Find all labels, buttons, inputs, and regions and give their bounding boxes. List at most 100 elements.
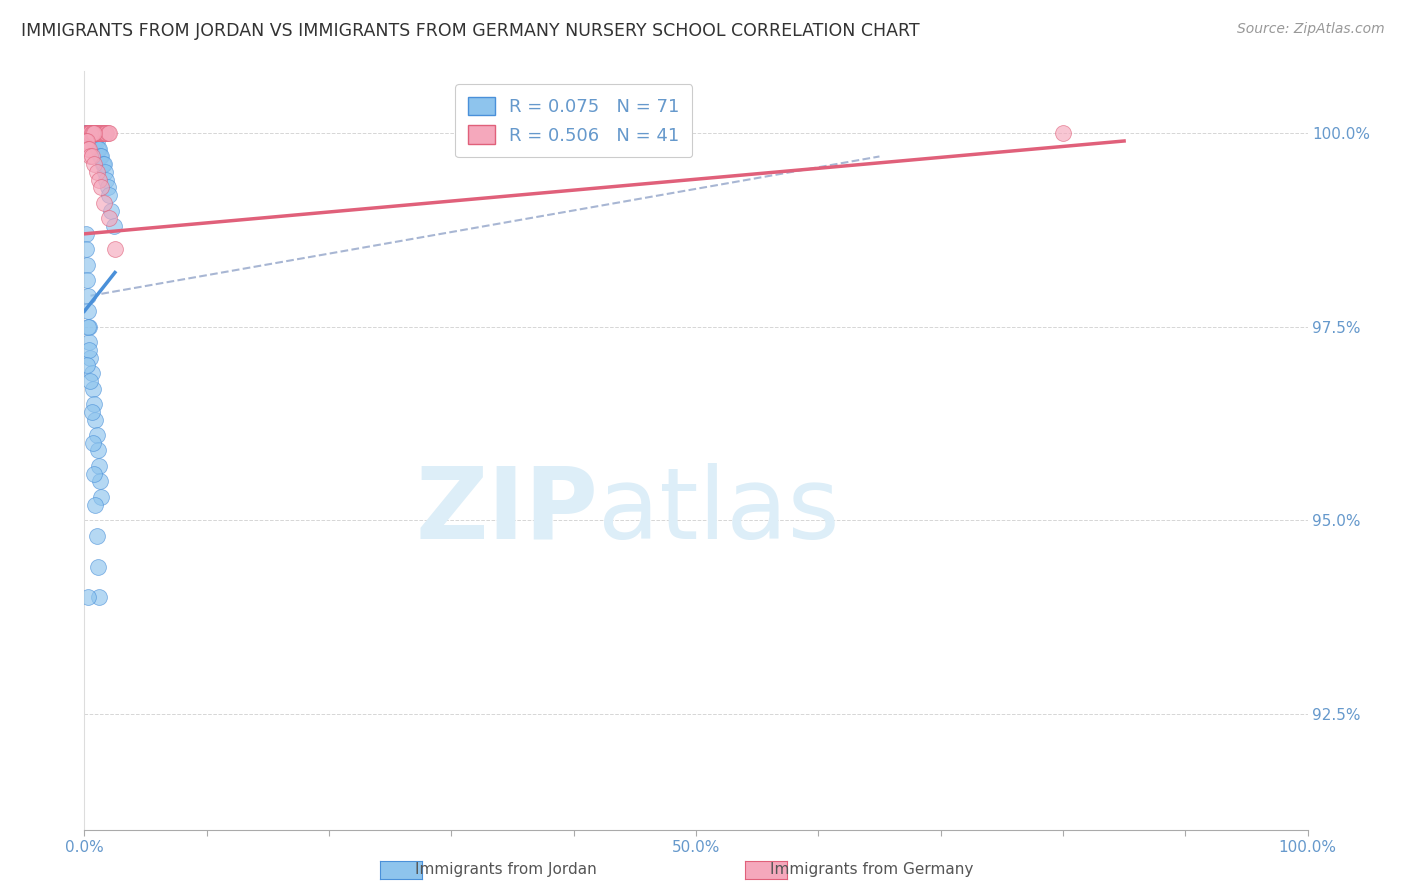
Point: [77, 304, 100, 318]
Point: [75, 227, 97, 241]
Point: [83, 126, 105, 140]
Point: [77, 126, 100, 140]
Point: [86, 528, 108, 542]
Point: [87, 126, 110, 140]
Point: [97, 211, 120, 226]
Point: [75, 242, 97, 256]
Point: [77, 126, 100, 140]
Legend: R = 0.075   N = 71, R = 0.506   N = 41: R = 0.075 N = 71, R = 0.506 N = 41: [456, 84, 692, 157]
Point: [83, 134, 105, 148]
Point: [94, 126, 117, 140]
Point: [77, 126, 100, 140]
Point: [80, 126, 103, 140]
Point: [77, 126, 100, 140]
Point: [76, 126, 98, 140]
Point: [93, 157, 115, 171]
Point: [84, 498, 107, 512]
Point: [77, 126, 100, 140]
Point: [1052, 126, 1074, 140]
Point: [89, 149, 111, 163]
Point: [79, 126, 101, 140]
Point: [83, 126, 105, 140]
Point: [79, 149, 101, 163]
Point: [80, 126, 103, 140]
Point: [77, 319, 100, 334]
Point: [82, 126, 104, 140]
Point: [90, 126, 112, 140]
Point: [83, 126, 105, 140]
Text: Immigrants from Jordan: Immigrants from Jordan: [415, 863, 598, 877]
Point: [82, 126, 104, 140]
Point: [76, 126, 98, 140]
Point: [91, 157, 114, 171]
Point: [76, 273, 98, 287]
Point: [79, 126, 101, 140]
Point: [87, 142, 110, 156]
Point: [77, 126, 100, 140]
Point: [77, 126, 100, 140]
Point: [93, 126, 115, 140]
Point: [80, 126, 103, 140]
Point: [76, 126, 98, 140]
Point: [104, 242, 127, 256]
Point: [80, 405, 103, 419]
Point: [79, 374, 101, 388]
Point: [97, 188, 120, 202]
Point: [79, 126, 101, 140]
Point: [93, 195, 115, 210]
Point: [100, 203, 122, 218]
Point: [103, 219, 125, 233]
Point: [77, 126, 100, 140]
Point: [87, 172, 110, 186]
Point: [84, 134, 107, 148]
Point: [82, 382, 104, 396]
Point: [90, 149, 112, 163]
Point: [86, 428, 108, 442]
Point: [80, 126, 103, 140]
Point: [84, 126, 107, 140]
Point: [76, 359, 98, 373]
Point: [89, 126, 111, 140]
Point: [87, 142, 110, 156]
Point: [76, 126, 98, 140]
Point: [90, 490, 112, 504]
Point: [79, 126, 101, 140]
Point: [97, 126, 120, 140]
Point: [75, 134, 97, 148]
Point: [82, 126, 104, 140]
Point: [87, 126, 110, 140]
Point: [80, 366, 103, 380]
Point: [87, 591, 110, 605]
Point: [82, 435, 104, 450]
Text: IMMIGRANTS FROM JORDAN VS IMMIGRANTS FROM GERMANY NURSERY SCHOOL CORRELATION CHA: IMMIGRANTS FROM JORDAN VS IMMIGRANTS FRO…: [21, 22, 920, 40]
Point: [79, 126, 101, 140]
Point: [82, 126, 104, 140]
Point: [77, 591, 100, 605]
Point: [76, 126, 98, 140]
Point: [84, 412, 107, 426]
Text: ZIP: ZIP: [415, 463, 598, 559]
Point: [86, 134, 108, 148]
Point: [82, 126, 104, 140]
Point: [77, 126, 100, 140]
Point: [90, 180, 112, 194]
Point: [77, 142, 100, 156]
Point: [87, 458, 110, 473]
Point: [91, 126, 114, 140]
Point: [75, 126, 97, 140]
Text: atlas: atlas: [598, 463, 839, 559]
Point: [83, 397, 105, 411]
Point: [79, 126, 101, 140]
Point: [77, 289, 100, 303]
Point: [77, 126, 100, 140]
Point: [96, 126, 118, 140]
Point: [97, 126, 120, 140]
Point: [77, 126, 100, 140]
Point: [77, 126, 100, 140]
Point: [86, 165, 108, 179]
Point: [77, 343, 100, 357]
Text: Source: ZipAtlas.com: Source: ZipAtlas.com: [1237, 22, 1385, 37]
Point: [80, 126, 103, 140]
Point: [83, 467, 105, 481]
Point: [75, 126, 97, 140]
